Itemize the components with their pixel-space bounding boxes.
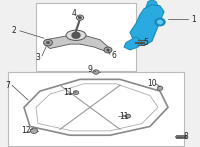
Text: 9: 9: [88, 65, 92, 74]
Text: 1: 1: [192, 15, 196, 24]
Circle shape: [76, 15, 84, 20]
Circle shape: [44, 39, 52, 46]
Polygon shape: [124, 37, 142, 50]
Circle shape: [78, 16, 82, 19]
Circle shape: [73, 91, 79, 95]
Bar: [8, 72, 184, 146]
Circle shape: [106, 49, 110, 51]
Text: 6: 6: [112, 51, 116, 60]
Circle shape: [104, 47, 112, 53]
Circle shape: [157, 86, 163, 90]
Text: 11: 11: [63, 88, 73, 97]
Polygon shape: [130, 4, 164, 46]
Circle shape: [93, 70, 99, 74]
Text: 2: 2: [12, 26, 16, 35]
Text: 5: 5: [144, 38, 148, 47]
Text: 12: 12: [21, 126, 31, 135]
Circle shape: [46, 41, 50, 44]
Polygon shape: [146, 0, 158, 7]
Bar: [36, 3, 136, 71]
Text: 8: 8: [184, 132, 188, 141]
Circle shape: [155, 18, 165, 26]
Circle shape: [30, 128, 38, 133]
Circle shape: [125, 114, 131, 118]
Text: 4: 4: [72, 9, 76, 18]
Text: 7: 7: [6, 81, 10, 90]
Circle shape: [158, 20, 162, 24]
Text: 10: 10: [147, 79, 157, 88]
Circle shape: [72, 32, 80, 38]
Text: 11: 11: [119, 112, 129, 121]
Text: 3: 3: [36, 53, 40, 62]
Ellipse shape: [66, 30, 86, 40]
Polygon shape: [44, 35, 110, 51]
